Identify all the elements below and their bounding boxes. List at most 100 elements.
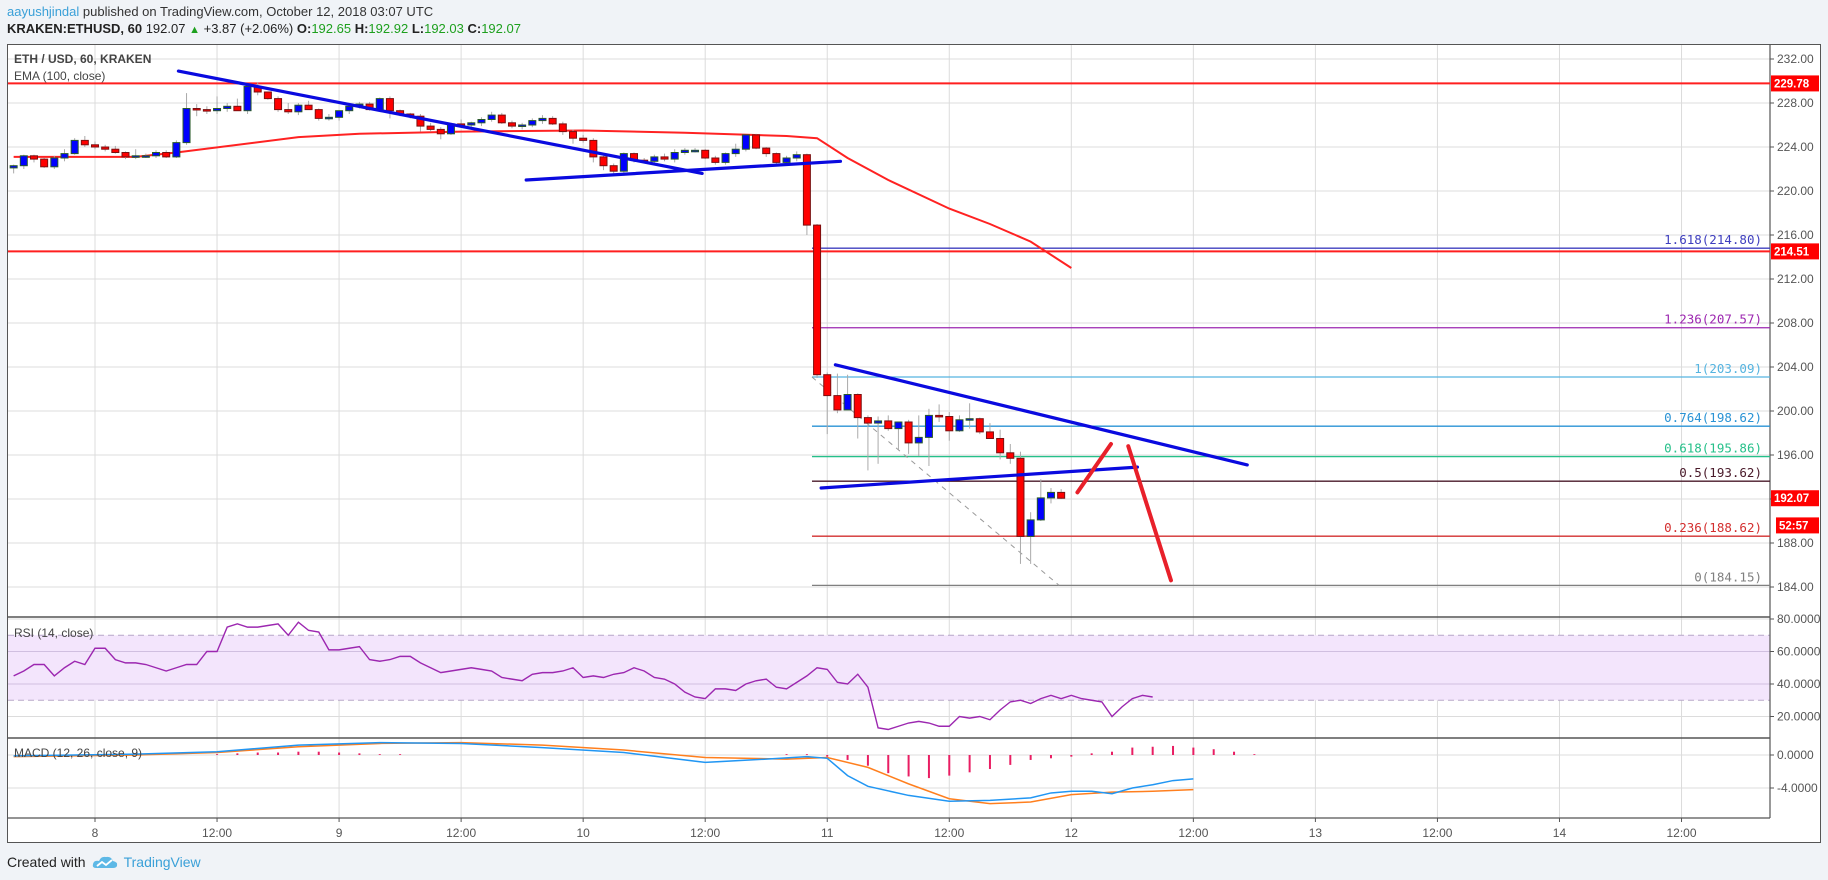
- price-axis-label: 220.00: [1777, 184, 1814, 198]
- candle-up: [172, 142, 181, 158]
- macd-axis-label: 0.0000: [1777, 748, 1814, 762]
- candle-down: [589, 139, 598, 158]
- fib-level-label: 0(184.15): [1694, 569, 1762, 584]
- macd-signal-line: [13, 741, 1194, 805]
- macd-legend[interactable]: MACD (12, 26, close, 9): [14, 746, 143, 760]
- time-axis-label: 12:00: [1178, 826, 1208, 840]
- low-value: 192.03: [424, 21, 464, 36]
- rsi-band: [8, 635, 1770, 701]
- price-axis-label: 224.00: [1777, 140, 1814, 154]
- candle-down: [996, 438, 1005, 454]
- candle-down: [1006, 452, 1015, 459]
- rsi-axis-label: 80.0000: [1777, 612, 1821, 626]
- price-badge-text: 214.51: [1774, 246, 1810, 258]
- time-axis-label: 14: [1553, 826, 1567, 840]
- candle-up: [487, 114, 496, 120]
- countdown-text: 52:57: [1779, 520, 1808, 532]
- fib-level-label: 1.618(214.80): [1664, 232, 1762, 247]
- time-axis-label: 8: [92, 826, 99, 840]
- candle-down: [823, 374, 832, 397]
- time-axis-label: 11: [821, 826, 834, 840]
- symbol-line: KRAKEN:ETHUSD, 60 192.07 ▲ +3.87 (+2.06%…: [7, 21, 521, 36]
- candle-up: [792, 154, 801, 159]
- price-axis-label: 188.00: [1777, 536, 1814, 550]
- candle-down: [813, 224, 822, 376]
- candle-down: [314, 109, 323, 119]
- candle-up: [914, 436, 923, 444]
- price-axis-label: 216.00: [1777, 228, 1814, 242]
- main-pane: 1.618(214.80) 1.236(207.57) 1(203.09) 0.764…: [8, 69, 1770, 586]
- candle-down: [385, 98, 394, 112]
- rsi-pane: [13, 621, 1153, 731]
- forecast-arrow-line: [1075, 442, 1113, 495]
- price-axis-label: 212.00: [1777, 272, 1814, 286]
- candle-down: [609, 165, 618, 172]
- time-axis-label: 9: [336, 826, 343, 840]
- ema-legend[interactable]: EMA (100, close): [14, 69, 106, 83]
- price-badge-text: 229.78: [1774, 78, 1810, 90]
- tradingview-cloud-icon: [92, 856, 117, 868]
- time-axis-label: 12: [1065, 826, 1079, 840]
- candle-down: [284, 109, 293, 113]
- time-axis-label: 12:00: [446, 826, 476, 840]
- candle-down: [752, 134, 761, 149]
- candle-up: [50, 157, 59, 168]
- price-change: +3.87 (+2.06%): [203, 21, 294, 36]
- price-axis-label: 196.00: [1777, 448, 1814, 462]
- rsi-axis-label: 20.0000: [1777, 710, 1821, 724]
- symbol-label: KRAKEN:ETHUSD, 60: [7, 21, 143, 36]
- close-value: 192.07: [481, 21, 521, 36]
- tradingview-brand-link[interactable]: TradingView: [123, 854, 201, 870]
- candle-up: [182, 108, 191, 144]
- countdown-badge: [1776, 517, 1819, 534]
- candle-up: [324, 116, 333, 120]
- candle-down: [853, 394, 862, 419]
- candle-down: [579, 137, 588, 141]
- rsi-axis-label: 40.0000: [1777, 677, 1821, 691]
- candle-up: [335, 110, 344, 118]
- candle-down: [660, 156, 669, 160]
- candle-up: [243, 86, 252, 112]
- fib-level-label: 0.618(195.86): [1664, 441, 1762, 456]
- price-axis-label: 184.00: [1777, 580, 1814, 594]
- candle-up: [680, 149, 689, 154]
- candle-up: [965, 418, 974, 421]
- candle-down: [599, 156, 608, 167]
- candle-up: [721, 153, 730, 163]
- candle-up: [223, 105, 232, 110]
- candle-up: [19, 155, 28, 167]
- price-axis-label: 228.00: [1777, 96, 1814, 110]
- candle-up: [518, 124, 527, 127]
- candle-up: [60, 153, 69, 159]
- fib-level-label: 1(203.09): [1694, 361, 1762, 376]
- trendline: [833, 363, 1249, 467]
- candle-down: [507, 122, 516, 127]
- candle-up: [741, 134, 750, 150]
- ema-line: [13, 129, 1072, 269]
- macd-line: [13, 741, 1194, 802]
- high-value: 192.92: [368, 21, 409, 36]
- candle-up: [294, 104, 303, 113]
- candle-up: [1026, 519, 1035, 537]
- candle-down: [833, 395, 842, 411]
- rsi-legend[interactable]: RSI (14, close): [14, 626, 94, 640]
- time-axis-label: 10: [576, 826, 590, 840]
- open-value: 192.65: [311, 21, 352, 36]
- candle-down: [497, 114, 506, 124]
- candle-up: [874, 420, 883, 424]
- candle-up: [691, 149, 700, 153]
- author-link[interactable]: aayushjindal: [7, 4, 80, 19]
- candle-down: [101, 146, 110, 150]
- time-axis-label: 12:00: [690, 826, 720, 840]
- candle-up: [894, 421, 903, 430]
- fib-level-label: 1.236(207.57): [1664, 312, 1762, 327]
- macd-axis-label: -4.0000: [1777, 781, 1818, 795]
- price-badge: [1771, 75, 1819, 92]
- open-label: O:: [296, 21, 312, 36]
- price-badge: [1771, 490, 1819, 507]
- time-axis-label: 12:00: [934, 826, 964, 840]
- candle-down: [884, 420, 893, 430]
- time-axis-label: 13: [1309, 826, 1323, 840]
- last-price: 192.07: [145, 21, 186, 36]
